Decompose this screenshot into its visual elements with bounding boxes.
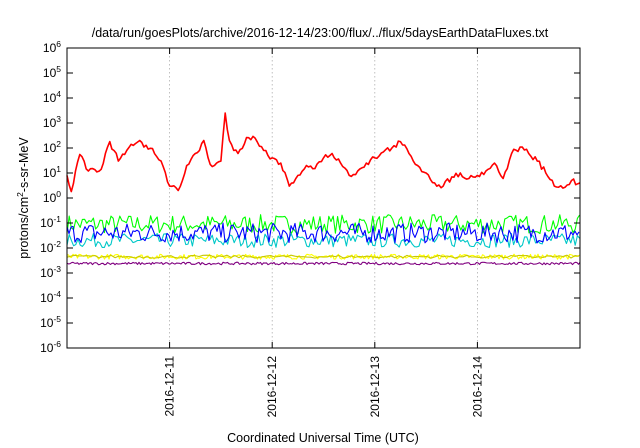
y-tick-label: 105 <box>43 64 61 80</box>
series-line <box>66 233 581 249</box>
series-line <box>66 261 581 266</box>
y-tick-label: 100 <box>43 189 61 205</box>
series-layer <box>66 112 581 266</box>
y-tick-label: 10-2 <box>40 239 61 255</box>
y-axis-label-sup: 2 <box>15 192 25 197</box>
y-tick-label: 10-5 <box>40 314 61 330</box>
series-line <box>66 112 581 193</box>
y-tick-label: 106 <box>43 39 61 55</box>
y-axis-label-post: -s-sr-MeV <box>17 137 31 193</box>
x-tick-label: 2016-12-11 <box>163 356 177 417</box>
series-line <box>66 214 581 235</box>
x-axis: 2016-12-11 2016-12-12 2016-12-13 2016-12-14 <box>163 48 484 418</box>
y-tick-label: 102 <box>43 139 61 155</box>
x-tick-label: 2016-12-13 <box>368 356 382 418</box>
y-tick-label: 10-3 <box>40 264 61 280</box>
y-tick-label: 104 <box>43 89 61 105</box>
chart-title: /data/run/goesPlots/archive/2016-12-14/2… <box>92 26 549 40</box>
y-tick-label: 10-6 <box>40 339 61 355</box>
y-tick-label: 101 <box>43 164 61 180</box>
y-tick-label: 10-1 <box>40 214 61 230</box>
series-line <box>66 222 580 244</box>
x-tick-label: 2016-12-12 <box>265 356 279 418</box>
series-line <box>66 254 580 259</box>
y-tick-label: 10-4 <box>40 289 61 305</box>
x-axis-label: Coordinated Universal Time (UTC) <box>227 431 419 445</box>
y-tick-label: 103 <box>43 114 61 130</box>
y-axis-label-pre: protons/cm <box>17 197 31 259</box>
y-axis-label: protons/cm2-s-sr-MeV <box>15 137 31 259</box>
x-tick-label: 2016-12-14 <box>470 356 484 418</box>
y-axis: 10-6 10-5 10-4 10-3 10-2 10-1 100 101 102 103 104 1… <box>40 39 580 355</box>
